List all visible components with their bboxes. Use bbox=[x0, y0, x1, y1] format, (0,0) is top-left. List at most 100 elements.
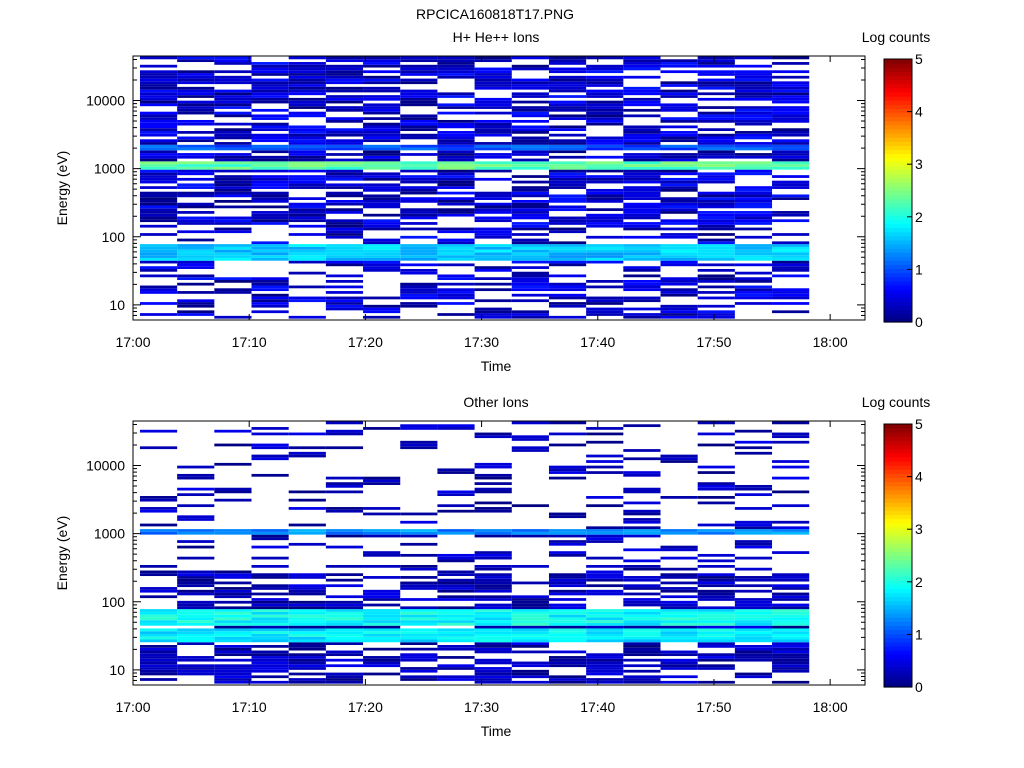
spectrogram-cell bbox=[697, 199, 735, 203]
x-tick-label: 17:20 bbox=[348, 334, 383, 350]
colorbar-segment bbox=[884, 654, 912, 659]
spectrogram-cell bbox=[697, 667, 735, 670]
spectrogram-cell bbox=[325, 584, 364, 588]
spectrogram-cell bbox=[325, 219, 364, 223]
spectrogram-cell bbox=[251, 197, 289, 200]
spectrogram-cell bbox=[772, 133, 810, 137]
spectrogram-cell bbox=[437, 587, 475, 590]
spectrogram-cell bbox=[474, 230, 512, 234]
spectrogram-cell bbox=[214, 188, 252, 192]
spectrogram-cell bbox=[363, 224, 401, 228]
spectrogram-cell bbox=[251, 650, 289, 654]
spectrogram-cell bbox=[586, 95, 624, 98]
spectrogram-cell bbox=[474, 678, 512, 681]
spectrogram-cell bbox=[288, 169, 326, 173]
spectrogram-cell bbox=[586, 633, 624, 637]
spectrogram-cell bbox=[214, 95, 252, 98]
spectrogram-cell bbox=[660, 202, 698, 206]
spectrogram-cell bbox=[734, 429, 773, 433]
spectrogram-cell bbox=[325, 628, 364, 632]
spectrogram-cell bbox=[177, 191, 215, 195]
spectrogram-cell bbox=[772, 526, 810, 530]
colorbar-segment bbox=[884, 145, 912, 151]
spectrogram-cell bbox=[660, 315, 698, 319]
colorbar-segment bbox=[884, 231, 912, 237]
spectrogram-cell bbox=[437, 177, 475, 181]
spectrogram-cell bbox=[177, 631, 215, 634]
spectrogram-cell bbox=[288, 175, 326, 178]
spectrogram-cell bbox=[400, 255, 438, 258]
spectrogram-cell bbox=[474, 255, 512, 258]
spectrogram-cell bbox=[437, 595, 475, 599]
spectrogram-cell bbox=[214, 252, 252, 256]
spectrogram-cell bbox=[251, 150, 289, 154]
colorbar-segment bbox=[884, 555, 912, 561]
spectrogram-cell bbox=[586, 611, 624, 615]
spectrogram-cell bbox=[474, 119, 512, 123]
spectrogram-cell bbox=[288, 249, 326, 253]
spectrogram-cell bbox=[474, 473, 512, 477]
spectrogram-cell bbox=[214, 70, 252, 74]
spectrogram-cell bbox=[437, 172, 475, 176]
spectrogram-cell bbox=[734, 622, 773, 626]
spectrogram-cell bbox=[474, 144, 512, 148]
spectrogram-cell bbox=[288, 446, 326, 450]
spectrogram-cell bbox=[437, 581, 475, 585]
spectrogram-cell bbox=[251, 656, 289, 659]
spectrogram-cell bbox=[734, 199, 773, 203]
spectrogram-cell bbox=[660, 125, 698, 129]
spectrogram-cell bbox=[623, 669, 661, 673]
spectrogram-cell bbox=[363, 636, 401, 640]
spectrogram-cell bbox=[734, 78, 773, 82]
spectrogram-cell bbox=[772, 241, 810, 245]
spectrogram-cell bbox=[734, 95, 773, 98]
spectrogram-cell bbox=[548, 578, 587, 582]
spectrogram-cell bbox=[325, 169, 364, 173]
spectrogram-cell bbox=[325, 249, 364, 253]
spectrogram-cell bbox=[325, 131, 364, 134]
spectrogram-cell bbox=[697, 233, 735, 236]
spectrogram-cell bbox=[772, 656, 810, 659]
spectrogram-cell bbox=[400, 64, 438, 68]
spectrogram-cell bbox=[139, 150, 178, 154]
spectrogram-cell bbox=[772, 658, 810, 662]
spectrogram-cell bbox=[251, 144, 289, 148]
spectrogram-cell bbox=[734, 487, 773, 491]
spectrogram-cell bbox=[363, 172, 401, 176]
spectrogram-cell bbox=[772, 197, 810, 200]
spectrogram-cell bbox=[251, 636, 289, 640]
spectrogram-cell bbox=[437, 675, 475, 679]
spectrogram-cell bbox=[139, 622, 178, 626]
spectrogram-cell bbox=[139, 291, 178, 294]
spectrogram-cell bbox=[474, 59, 512, 63]
spectrogram-cell bbox=[474, 78, 512, 82]
spectrogram-cell bbox=[139, 252, 178, 256]
spectrogram-cell bbox=[437, 249, 475, 253]
spectrogram-cell bbox=[437, 169, 475, 173]
spectrogram-cell bbox=[139, 233, 178, 236]
colorbar-segment bbox=[884, 543, 912, 548]
spectrogram-cell bbox=[772, 144, 810, 148]
spectrogram-cell bbox=[139, 446, 178, 450]
spectrogram-cell bbox=[251, 620, 289, 623]
spectrogram-cell bbox=[660, 680, 698, 684]
spectrogram-cell bbox=[623, 529, 661, 532]
spectrogram-cell bbox=[251, 534, 289, 538]
spectrogram-cell bbox=[251, 639, 289, 643]
spectrogram-cell bbox=[772, 578, 810, 582]
spectrogram-cell bbox=[772, 117, 810, 120]
spectrogram-cell bbox=[586, 296, 624, 300]
spectrogram-cell bbox=[511, 144, 549, 148]
spectrogram-cell bbox=[734, 222, 773, 225]
spectrogram-cell bbox=[548, 161, 587, 165]
spectrogram-cell bbox=[623, 161, 661, 165]
spectrogram-cell bbox=[734, 263, 773, 267]
spectrogram-cell bbox=[623, 650, 661, 654]
spectrogram-cell bbox=[139, 631, 178, 634]
spectrogram-cell bbox=[177, 119, 215, 123]
spectrogram-cell bbox=[772, 622, 810, 626]
spectrogram-cell bbox=[697, 617, 735, 621]
spectrogram-cell bbox=[660, 211, 698, 214]
spectrogram-cell bbox=[772, 175, 810, 178]
panel-title: H+ He++ Ions bbox=[453, 29, 540, 45]
